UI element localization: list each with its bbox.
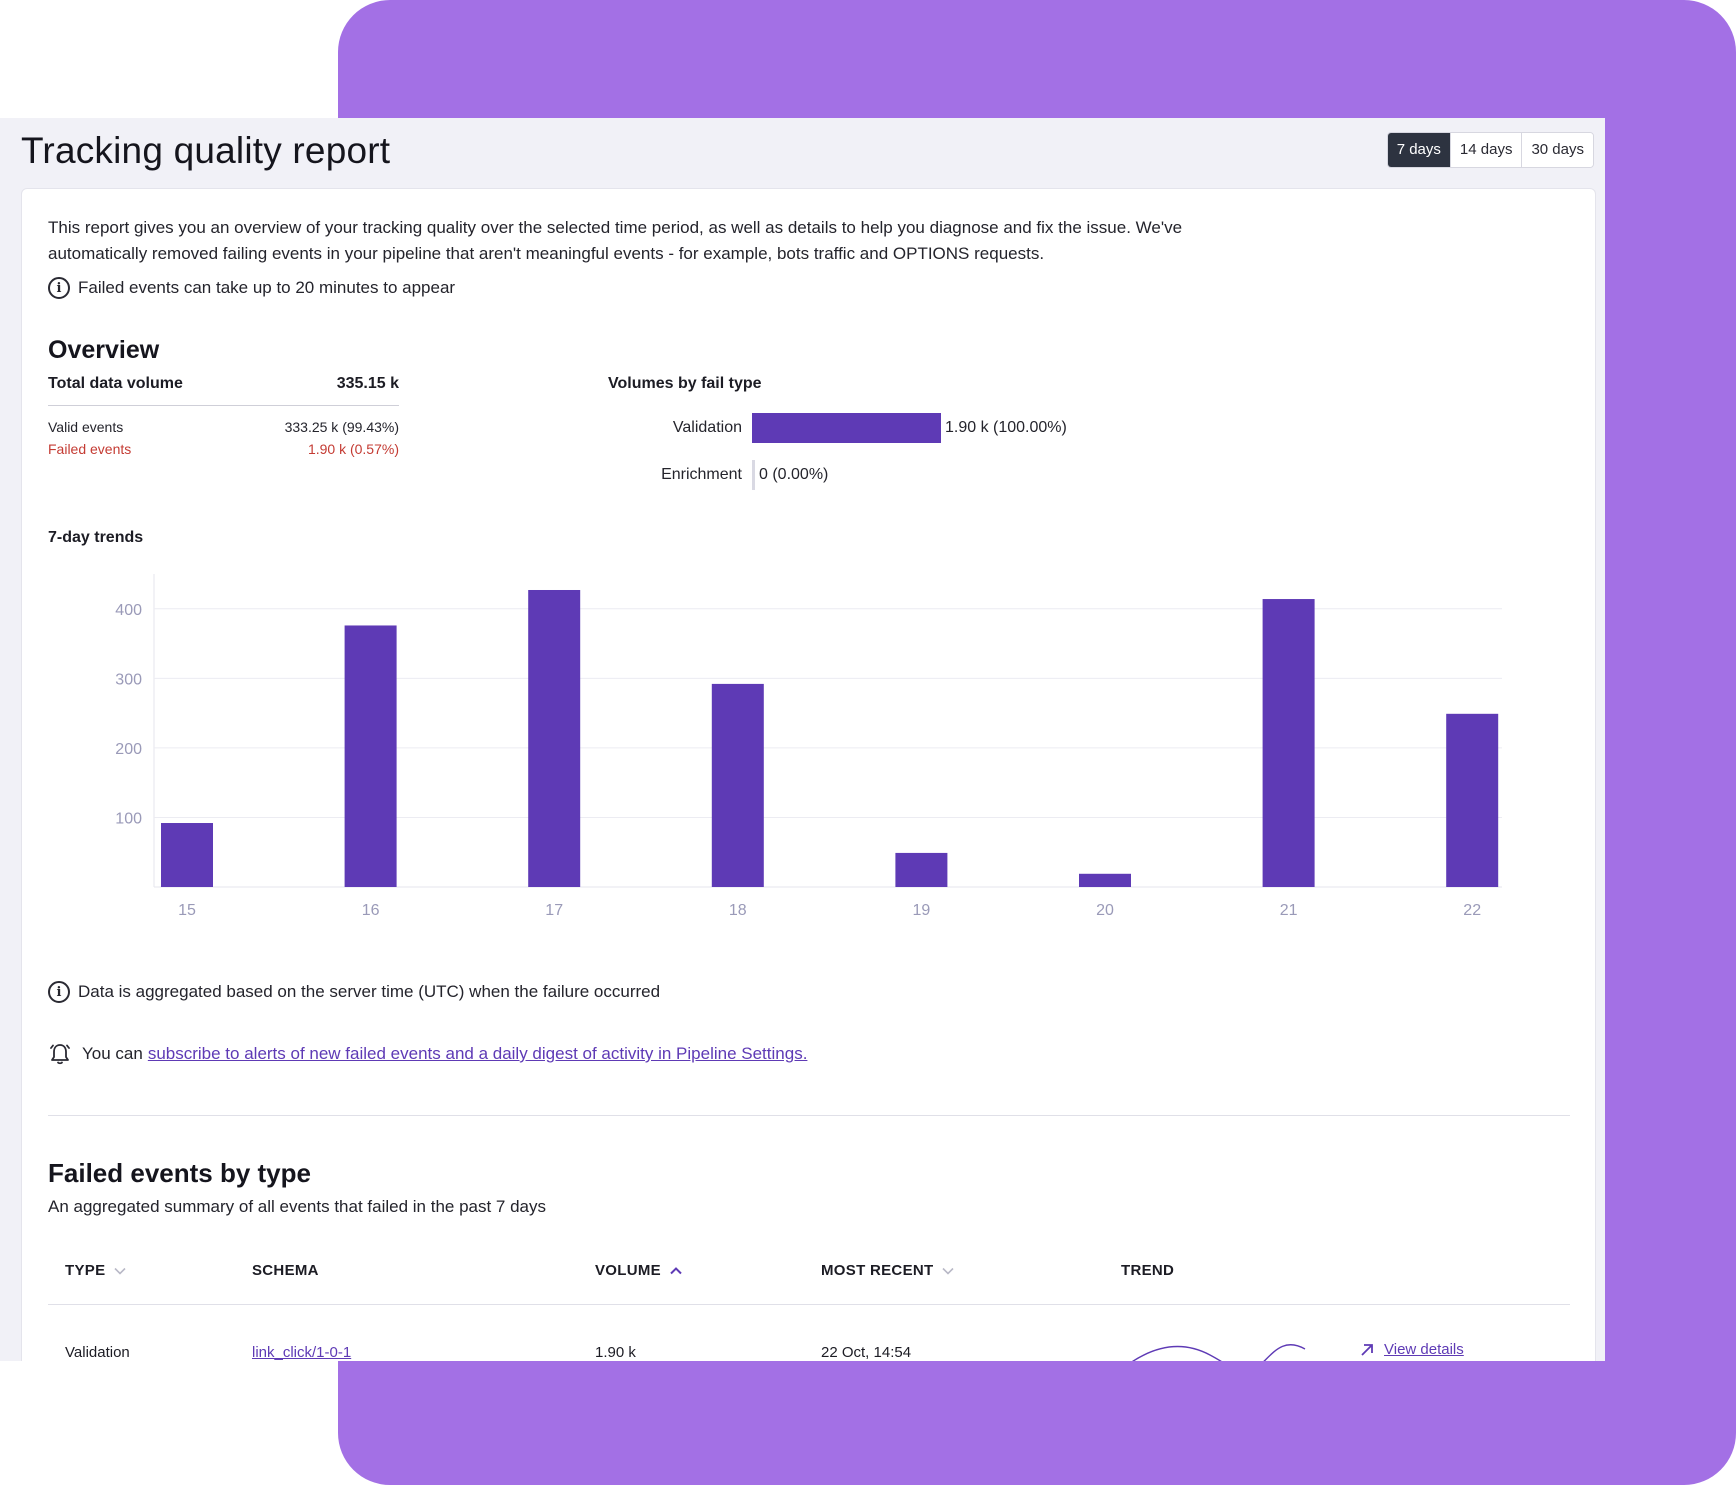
view-details-link[interactable]: View details xyxy=(1360,1341,1464,1358)
x-tick-label: 22 xyxy=(1463,902,1481,919)
row-schema-link[interactable]: link_click/1-0-1 xyxy=(252,1344,352,1361)
alerts-prefix: You can xyxy=(82,1044,143,1063)
volume-row-validation: Validation 1.90 k (100.00%) xyxy=(622,413,1067,443)
volume-bar xyxy=(752,460,755,490)
valid-label: Valid events xyxy=(48,419,124,435)
failed-events-subtitle: An aggregated summary of all events that… xyxy=(48,1197,547,1216)
bar[interactable] xyxy=(711,683,764,887)
failed-events-row: Failed events 1.90 k (0.57%) xyxy=(48,441,399,457)
failed-label: Failed events xyxy=(48,441,132,457)
column-label: SCHEMA xyxy=(252,1262,319,1279)
volumes-title: Volumes by fail type xyxy=(608,375,762,392)
aggregation-note: i Data is aggregated based on the server… xyxy=(48,981,660,1003)
trends-title: 7-day trends xyxy=(48,529,144,546)
valid-value: 333.25 k (99.43%) xyxy=(284,419,399,435)
bar[interactable] xyxy=(161,823,213,887)
chevron-up-icon xyxy=(670,1266,682,1274)
failed-events-title: Failed events by type xyxy=(48,1158,311,1188)
volume-value: 1.90 k (100.00%) xyxy=(945,419,1067,436)
x-tick-label: 18 xyxy=(729,902,747,919)
info-icon: i xyxy=(48,277,70,299)
valid-events-row: Valid events 333.25 k (99.43%) xyxy=(48,419,399,435)
bell-icon xyxy=(50,1044,70,1065)
column-header-type[interactable]: TYPE xyxy=(65,1262,127,1279)
x-tick-label: 16 xyxy=(362,902,380,919)
delay-note-text: Failed events can take up to 20 minutes … xyxy=(78,278,456,297)
chevron-down-icon xyxy=(942,1267,955,1275)
alerts-note: You can subscribe to alerts of new faile… xyxy=(48,1042,807,1066)
column-header-volume[interactable]: VOLUME xyxy=(595,1262,683,1279)
volume-row-enrichment: Enrichment 0 (0.00%) xyxy=(622,460,828,490)
row-most-recent: 22 Oct, 14:54 xyxy=(821,1344,912,1361)
volume-label: Validation xyxy=(672,419,742,436)
total-value: 335.15 k xyxy=(336,375,399,392)
x-tick-label: 21 xyxy=(1280,902,1298,919)
range-7-days-button[interactable]: 7 days xyxy=(1387,133,1450,167)
bar[interactable] xyxy=(1079,873,1131,887)
column-label: TREND xyxy=(1121,1262,1175,1279)
column-header-trend: TREND xyxy=(1121,1262,1174,1279)
x-tick-label: 20 xyxy=(1096,902,1114,919)
y-tick-label: 400 xyxy=(115,602,142,619)
time-range-selector: 7 days 14 days 30 days xyxy=(1386,132,1594,168)
intro-text: This report gives you an overview of you… xyxy=(48,218,1183,263)
bar[interactable] xyxy=(895,852,948,887)
info-icon: i xyxy=(48,981,70,1003)
overview-title: Overview xyxy=(48,336,160,364)
column-label: VOLUME xyxy=(595,1262,661,1279)
range-30-days-button[interactable]: 30 days xyxy=(1521,133,1593,167)
range-14-days-button[interactable]: 14 days xyxy=(1449,133,1522,167)
column-header-most-recent[interactable]: MOST RECENT xyxy=(821,1262,955,1279)
y-tick-label: 300 xyxy=(115,671,142,688)
bar[interactable] xyxy=(1262,599,1315,887)
bar[interactable] xyxy=(528,589,581,887)
failed-value: 1.90 k (0.57%) xyxy=(307,441,399,457)
volume-value: 0 (0.00%) xyxy=(759,466,829,483)
page-title: Tracking quality report xyxy=(21,130,391,171)
total-label: Total data volume xyxy=(48,375,183,392)
view-details-label: View details xyxy=(1384,1341,1464,1358)
aggregation-note-text: Data is aggregated based on the server t… xyxy=(78,982,661,1001)
column-label: MOST RECENT xyxy=(821,1262,934,1279)
delay-note: i Failed events can take up to 20 minute… xyxy=(48,277,455,299)
column-label: TYPE xyxy=(65,1262,106,1279)
x-tick-label: 15 xyxy=(178,902,196,919)
x-tick-label: 19 xyxy=(913,902,931,919)
chevron-down-icon xyxy=(114,1267,126,1275)
table-header-divider xyxy=(48,1304,1570,1305)
bar[interactable] xyxy=(1446,713,1499,887)
total-data-volume: Total data volume 335.15 k xyxy=(48,375,399,406)
trend-bar-chart: 100 200 300 400 15 16 17 18 19 20 21 22 xyxy=(115,574,1502,919)
report-card: This report gives you an overview of you… xyxy=(21,188,1596,1361)
x-tick-label: 17 xyxy=(545,902,563,919)
volume-label: Enrichment xyxy=(661,466,742,483)
volume-bar xyxy=(752,413,941,443)
row-type: Validation xyxy=(65,1344,130,1361)
row-volume: 1.90 k xyxy=(595,1344,636,1361)
pipeline-settings-link[interactable]: subscribe to alerts of new failed events… xyxy=(147,1044,808,1063)
bar[interactable] xyxy=(344,625,397,887)
section-divider xyxy=(48,1115,1570,1116)
y-tick-label: 100 xyxy=(115,810,142,827)
arrow-up-right-icon xyxy=(1361,1343,1373,1356)
report-window: Tracking quality report 7 days 14 days 3… xyxy=(0,118,1605,1361)
y-tick-label: 200 xyxy=(115,741,142,758)
row-trend-sparkline xyxy=(1132,1344,1306,1361)
column-header-schema: SCHEMA xyxy=(252,1262,319,1279)
